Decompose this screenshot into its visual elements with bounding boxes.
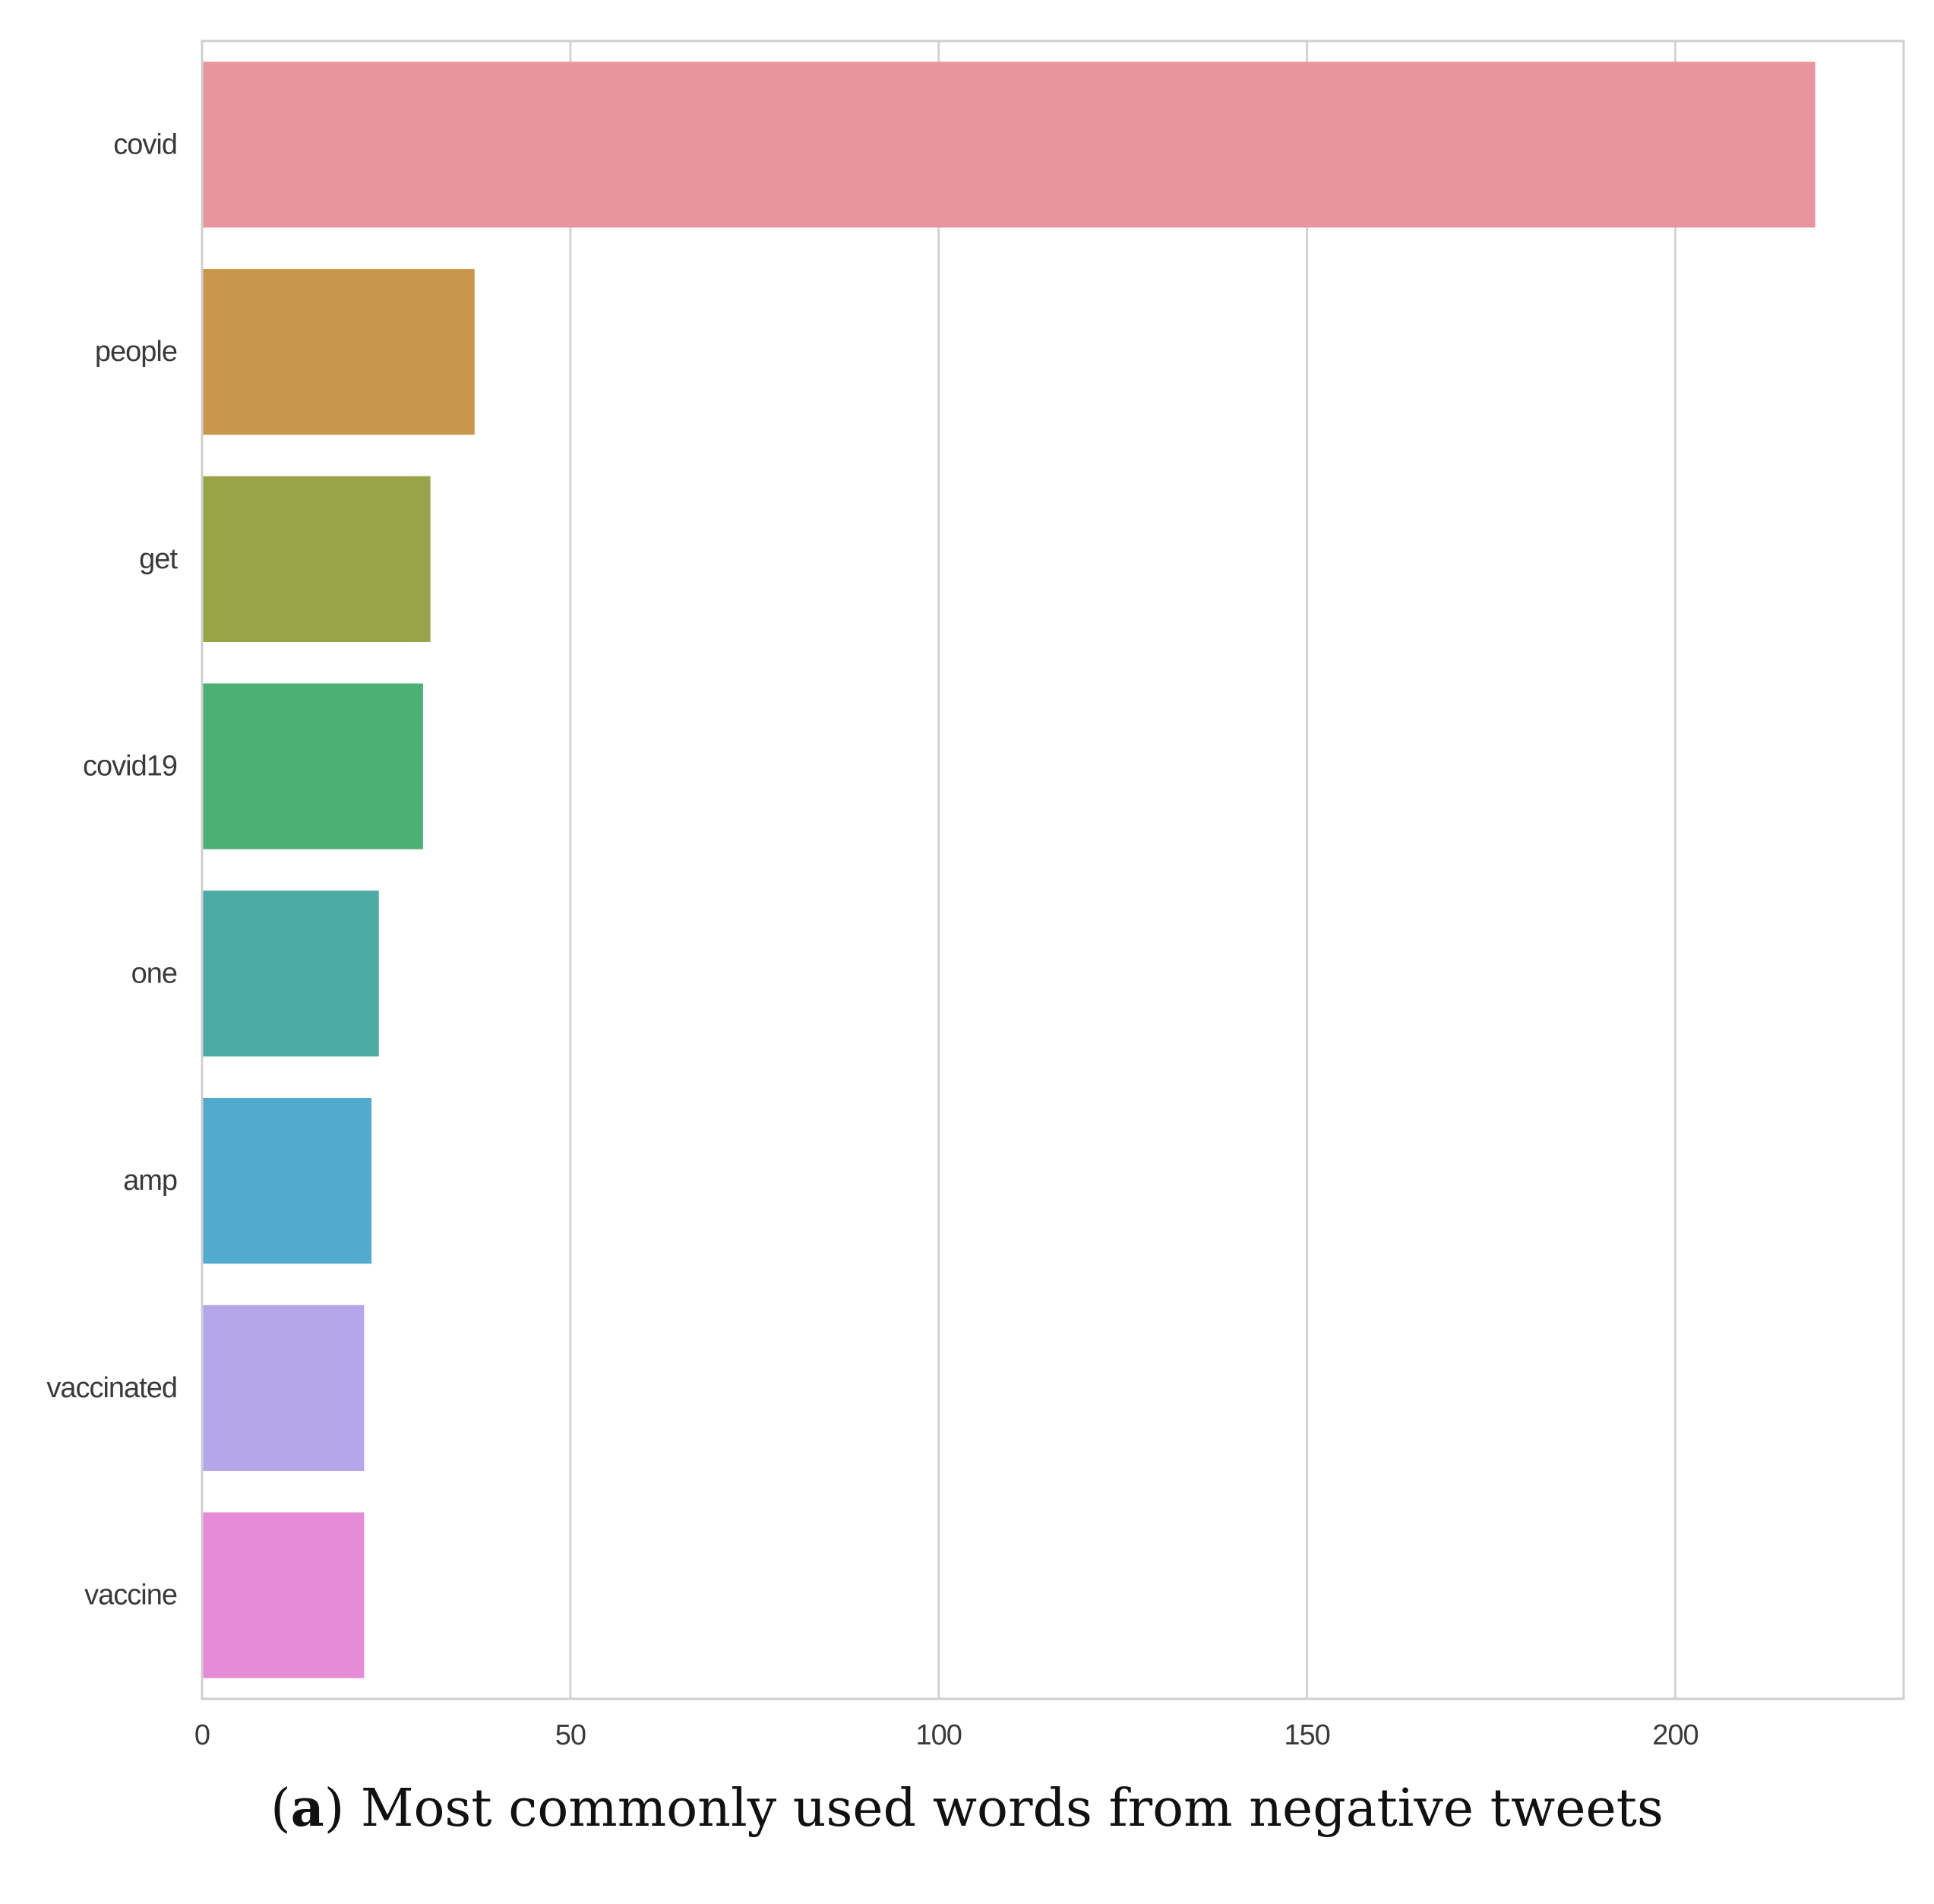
caption-text: ) Most commonly used words from negative… [324, 1779, 1664, 1839]
y-tick-label-vaccinated: vaccinated [46, 1372, 177, 1404]
bar-covid19 [202, 683, 423, 849]
x-tick-label: 100 [915, 1719, 961, 1751]
y-tick-label-covid19: covid19 [83, 751, 177, 783]
bar-people [202, 269, 475, 435]
y-tick-label-one: one [131, 957, 177, 989]
x-gridlines [569, 41, 1676, 1699]
y-tick-label-people: people [95, 336, 177, 368]
figure-caption: (a) Most commonly used words from negati… [0, 1778, 1934, 1839]
y-tick-labels: covid people get covid19 one amp vaccinated vac… [46, 128, 179, 1611]
caption-letter: a [290, 1778, 324, 1839]
bar-vaccinated [202, 1305, 365, 1471]
bars [202, 62, 1815, 1678]
x-tick-label: 0 [194, 1719, 210, 1751]
caption-open-paren: ( [270, 1779, 291, 1839]
x-tick-label: 50 [555, 1719, 586, 1751]
y-tick-label-vaccine: vaccine [84, 1580, 177, 1611]
y-tick-label-covid: covid [113, 128, 177, 160]
bar-get [202, 476, 431, 642]
y-tick-label-amp: amp [123, 1165, 177, 1197]
x-tick-label: 150 [1284, 1719, 1329, 1751]
bar-vaccine [202, 1512, 365, 1678]
x-tick-labels: 0 50 100 150 200 [194, 1719, 1699, 1751]
bar-one [202, 890, 379, 1057]
x-tick-label: 200 [1652, 1719, 1698, 1751]
y-tick-label-get: get [139, 543, 178, 575]
bar-amp [202, 1098, 372, 1264]
plot-area-frame [201, 40, 1905, 1700]
bar-covid [202, 62, 1815, 228]
